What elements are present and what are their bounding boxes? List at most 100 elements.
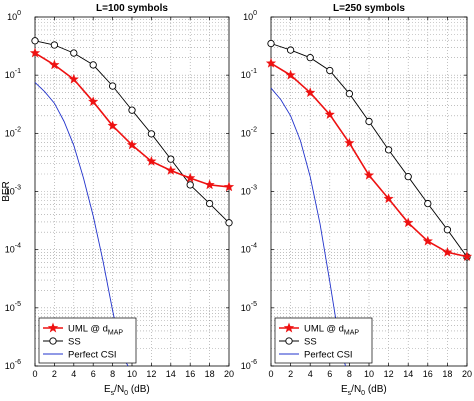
data-point <box>185 172 196 183</box>
chart-title: L=250 symbols <box>333 3 405 14</box>
data-point <box>107 120 118 131</box>
data-point <box>324 109 335 119</box>
legend-marker <box>47 322 59 333</box>
x-tick-label: 12 <box>384 369 394 379</box>
data-point <box>442 246 453 257</box>
grid <box>35 17 229 366</box>
chart-panel-1: 0 2 4 6 8 10 12 14 16 18 20 100 10-1 10-2 10-3 10-4 10-5… <box>1 3 235 397</box>
x-tick-label: 4 <box>308 369 313 379</box>
data-point <box>345 90 354 98</box>
data-point <box>365 117 373 126</box>
data-point <box>128 106 136 114</box>
x-tick-label: 4 <box>71 369 76 379</box>
x-tick-label: 16 <box>423 369 433 379</box>
legend-item: SS <box>279 337 317 348</box>
y-tick-label: 10-2 <box>5 126 21 138</box>
data-point <box>344 137 355 148</box>
data-point <box>424 199 432 208</box>
y-tick-label: 10-4 <box>5 243 21 255</box>
series-uml-d-map <box>29 47 235 192</box>
x-tick-label: 20 <box>462 369 472 379</box>
data-point <box>49 59 60 70</box>
data-point <box>89 61 97 69</box>
x-tick-label: 2 <box>52 369 57 379</box>
legend-item: Perfect CSI <box>43 350 117 361</box>
data-point <box>88 96 99 107</box>
data-point <box>29 47 41 58</box>
data-point <box>205 199 214 208</box>
x-tick-label: 10 <box>364 369 374 379</box>
y-tick-label: 10-6 <box>241 359 257 371</box>
y-tick-label: 10-3 <box>241 185 257 197</box>
legend-label: SS <box>68 337 81 348</box>
y-tick-label: 100 <box>243 10 257 22</box>
data-point <box>146 155 157 166</box>
y-tick-label: 10-5 <box>5 301 21 313</box>
data-point <box>461 251 473 261</box>
y-tick-label: 100 <box>7 10 21 22</box>
data-point <box>70 49 78 57</box>
data-point <box>305 87 316 98</box>
legend-item: Perfect CSI <box>279 350 353 361</box>
grid <box>271 17 467 366</box>
x-axis-label: Es/N0 (dB) <box>104 384 150 397</box>
data-point <box>404 173 412 181</box>
x-tick-label: 6 <box>91 369 96 379</box>
data-point <box>443 226 452 234</box>
y-tick-label: 10-5 <box>241 301 257 313</box>
data-point <box>204 179 215 190</box>
data-point <box>384 146 393 154</box>
data-point <box>422 235 433 246</box>
x-tick-label: 2 <box>288 369 293 379</box>
x-axis-label: Es/N0 (dB) <box>341 384 387 397</box>
y-tick-label: 10-3 <box>5 185 21 197</box>
data-point <box>223 181 235 192</box>
y-tick-label: 10-6 <box>5 359 21 371</box>
data-point <box>50 41 59 49</box>
data-point <box>147 130 156 138</box>
data-point <box>403 217 414 228</box>
data-point <box>68 73 79 84</box>
legend-marker <box>285 337 293 345</box>
x-tick-label: 0 <box>32 369 37 379</box>
legend-marker <box>49 337 57 345</box>
data-point <box>31 37 39 45</box>
data-point <box>286 46 295 54</box>
legend-label: Perfect CSI <box>68 350 117 361</box>
series-ss <box>267 39 471 261</box>
legend-label: UML @ dMAP <box>68 324 123 337</box>
legend-marker <box>283 322 295 333</box>
x-tick-label: 14 <box>403 369 413 379</box>
y-tick-label: 10-2 <box>241 126 257 138</box>
x-tick-label: 18 <box>442 369 452 379</box>
y-tick-label: 10-1 <box>5 68 21 80</box>
series-uml-d-map <box>265 57 473 261</box>
legend-label: Perfect CSI <box>304 350 353 361</box>
data-point <box>167 155 175 163</box>
y-tick-label: 10-4 <box>241 243 257 255</box>
data-point <box>126 139 138 150</box>
data-point <box>225 219 233 227</box>
x-tick-label: 6 <box>327 369 332 379</box>
chart-panel-2: 0 2 4 6 8 10 12 14 16 18 20 100 10-1 10-2 10-3 10-4 10-5… <box>241 3 473 397</box>
data-point <box>363 169 375 180</box>
data-point <box>326 66 334 75</box>
x-tick-label: 12 <box>146 369 156 379</box>
data-point <box>165 165 176 175</box>
chart-title: L=100 symbols <box>96 3 168 14</box>
x-tick-label: 18 <box>205 369 215 379</box>
legend-label: SS <box>304 337 317 348</box>
data-point <box>383 193 394 204</box>
series-ss <box>31 37 233 227</box>
legend-item: SS <box>43 337 81 348</box>
data-point <box>306 54 314 62</box>
x-tick-label: 10 <box>127 369 137 379</box>
x-tick-label: 14 <box>166 369 176 379</box>
legend-item: UML @ dMAP <box>279 322 359 337</box>
data-point <box>265 57 277 68</box>
y-axis-label: BER <box>1 181 12 202</box>
data-point <box>186 181 194 189</box>
